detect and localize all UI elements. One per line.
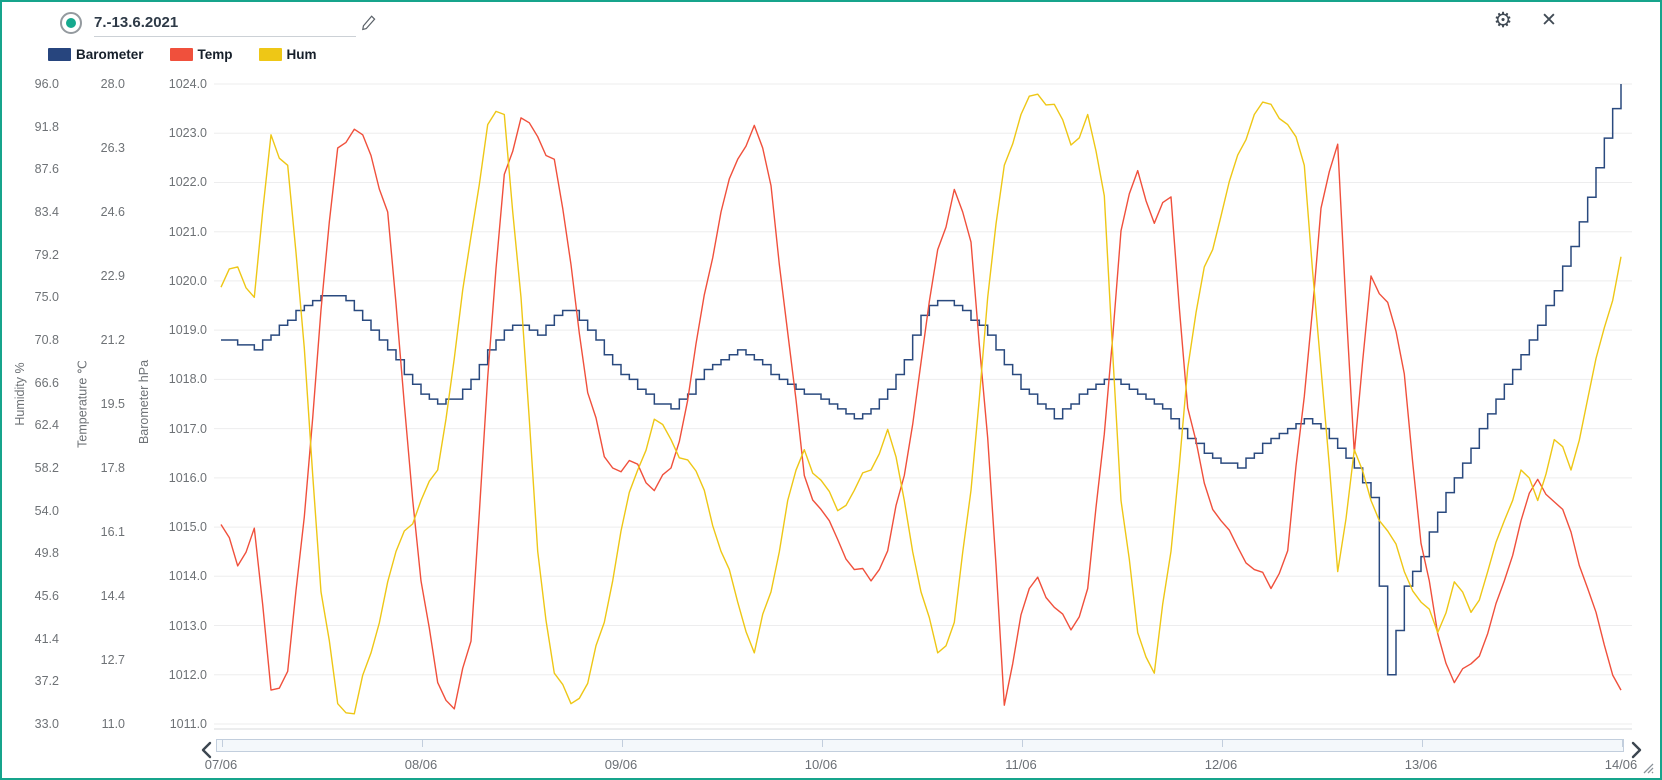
temperature-tick-label: 11.0 <box>101 717 125 731</box>
time-scrollbar[interactable] <box>216 739 1624 752</box>
legend-swatch <box>48 48 71 61</box>
barometer-tick-label: 1014.0 <box>168 569 207 584</box>
series-barometer <box>221 84 1622 676</box>
humidity-tick-label: 54.0 <box>34 503 59 518</box>
legend-item-hum[interactable]: Hum <box>258 47 317 62</box>
series-temp <box>220 117 1622 710</box>
barometer-tick-label: 1022.0 <box>168 175 207 190</box>
chart-title-input[interactable]: 7.-13.6.2021 <box>94 12 356 37</box>
humidity-tick-label: 96.0 <box>34 77 59 91</box>
temperature-tick-label: 16.1 <box>100 525 125 539</box>
scrollbar-day-tick <box>622 740 623 747</box>
barometer-tick-label: 1017.0 <box>168 421 207 436</box>
temperature-tick-label: 28.0 <box>100 77 125 91</box>
legend-label: Temp <box>197 47 233 62</box>
barometer-tick-label: 1015.0 <box>168 520 207 535</box>
scrollbar-day-tick <box>422 740 423 747</box>
chevron-right-icon[interactable] <box>1628 741 1644 759</box>
record-circle-icon[interactable] <box>60 12 82 34</box>
humidity-tick-label: 83.4 <box>34 205 59 219</box>
chevron-left-icon[interactable] <box>199 741 215 759</box>
barometer-tick-label: 1019.0 <box>168 323 207 338</box>
scrollbar-day-tick <box>222 740 223 747</box>
temperature-tick-label: 17.8 <box>100 461 125 475</box>
humidity-tick-label: 91.8 <box>34 119 59 134</box>
barometer-tick-label: 1012.0 <box>168 667 207 682</box>
barometer-tick-label: 1021.0 <box>168 224 207 239</box>
scrollbar-day-tick <box>1222 740 1223 747</box>
humidity-tick-label: 66.6 <box>34 375 59 390</box>
scrollbar-day-tick <box>1422 740 1423 747</box>
date-tick-label: 14/06 <box>1604 757 1638 772</box>
record-dot <box>66 18 76 28</box>
humidity-tick-label: 79.2 <box>34 247 59 262</box>
barometer-tick-label: 1011.0 <box>169 717 207 731</box>
scrollbar-day-tick <box>1622 740 1623 747</box>
temperature-tick-label: 14.4 <box>100 589 125 603</box>
date-tick-label: 12/06 <box>1204 757 1238 772</box>
date-tick-label: 08/06 <box>404 757 438 772</box>
barometer-tick-label: 1018.0 <box>168 372 207 387</box>
temperature-tick-label: 12.7 <box>100 653 125 667</box>
barometer-tick-label: 1013.0 <box>168 618 207 633</box>
humidity-tick-label: 70.8 <box>34 333 59 347</box>
pencil-icon[interactable] <box>360 14 378 32</box>
date-tick-label: 07/06 <box>204 757 238 772</box>
temperature-tick-label: 21.2 <box>100 333 125 347</box>
legend-item-temp[interactable]: Temp <box>169 47 233 62</box>
temperature-tick-label: 24.6 <box>100 205 125 219</box>
resize-handle-icon[interactable] <box>1640 760 1654 774</box>
humidity-tick-label: 33.0 <box>34 717 59 731</box>
date-tick-label: 13/06 <box>1404 757 1438 772</box>
legend-swatch <box>169 48 193 61</box>
legend-swatch <box>258 48 282 61</box>
legend-label: Barometer <box>76 47 144 62</box>
humidity-tick-label: 45.6 <box>34 589 59 603</box>
humidity-tick-label: 87.6 <box>34 162 59 177</box>
humidity-tick-label: 37.2 <box>34 674 59 689</box>
humidity-tick-label: 58.2 <box>34 461 59 475</box>
date-tick-label: 10/06 <box>804 757 838 772</box>
temperature-tick-label: 19.5 <box>100 397 125 411</box>
gear-icon[interactable]: ⚙ <box>1493 9 1513 32</box>
humidity-tick-label: 75.0 <box>34 290 59 305</box>
series-hum <box>220 93 1622 715</box>
date-tick-label: 09/06 <box>604 757 638 772</box>
barometer-tick-label: 1023.0 <box>168 126 207 141</box>
legend-label: Hum <box>286 47 317 62</box>
scrollbar-day-tick <box>1022 740 1023 747</box>
barometer-tick-label: 1020.0 <box>168 273 207 288</box>
barometer-tick-label: 1024.0 <box>168 77 207 91</box>
scrollbar-day-tick <box>822 740 823 747</box>
humidity-tick-label: 49.8 <box>34 546 59 561</box>
date-tick-label: 11/06 <box>1005 757 1037 772</box>
legend: Barometer Temp Hum <box>48 47 317 62</box>
barometer-tick-label: 1016.0 <box>168 470 207 485</box>
temperature-tick-label: 22.9 <box>100 269 125 283</box>
temperature-tick-label: 26.3 <box>100 141 125 155</box>
humidity-tick-label: 41.4 <box>34 631 59 646</box>
legend-item-barometer[interactable]: Barometer <box>48 47 144 62</box>
close-icon[interactable]: ✕ <box>1541 10 1557 31</box>
humidity-tick-label: 62.4 <box>34 418 59 433</box>
